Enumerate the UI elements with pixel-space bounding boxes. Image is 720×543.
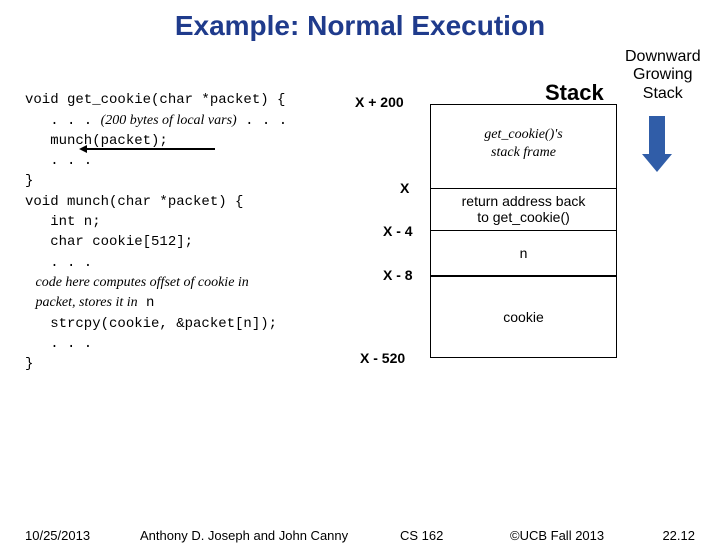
downward-growing-label: Downward Growing Stack [625, 48, 701, 103]
code-line: } [25, 173, 33, 189]
return-address-box: return address back to get_cookie() [430, 188, 617, 234]
code-line: void munch(char *packet) { [25, 194, 243, 210]
code-line: } [25, 356, 33, 372]
code-line: . . . [25, 255, 92, 271]
footer-authors: Anthony D. Joseph and John Canny [140, 528, 348, 543]
code-block: void get_cookie(char *packet) { . . . (2… [25, 70, 287, 374]
stack-label: Stack [545, 80, 604, 106]
n-box: n [430, 230, 617, 276]
footer-course: CS 162 [400, 528, 443, 543]
code-line: int n; [25, 214, 101, 230]
code-line: . . . [25, 153, 92, 169]
page-title: Example: Normal Execution [0, 0, 720, 42]
cookie-box: cookie [430, 276, 617, 358]
x-label: X [400, 180, 409, 196]
footer-page: 22.12 [662, 528, 695, 543]
code-line: . . . (200 bytes of local vars) . . . [25, 113, 287, 129]
x-label-520: X - 520 [360, 350, 405, 366]
code-line: code here computes offset of cookie in [25, 275, 249, 291]
code-line: packet, stores it in n [25, 295, 154, 311]
downward-arrow-icon [642, 116, 672, 171]
footer-date: 10/25/2013 [25, 528, 90, 543]
footer-copyright: ©UCB Fall 2013 [510, 528, 604, 543]
x-label-200: X + 200 [355, 94, 404, 110]
code-line: char cookie[512]; [25, 234, 193, 250]
x-label-4: X - 4 [383, 223, 413, 239]
code-line: void get_cookie(char *packet) { [25, 92, 285, 108]
code-line: strcpy(cookie, &packet[n]); [25, 316, 277, 332]
arrow-back-icon [85, 148, 215, 150]
code-line: . . . [25, 336, 92, 352]
code-line: munch(packet); [25, 133, 168, 149]
x-label-8: X - 8 [383, 267, 413, 283]
